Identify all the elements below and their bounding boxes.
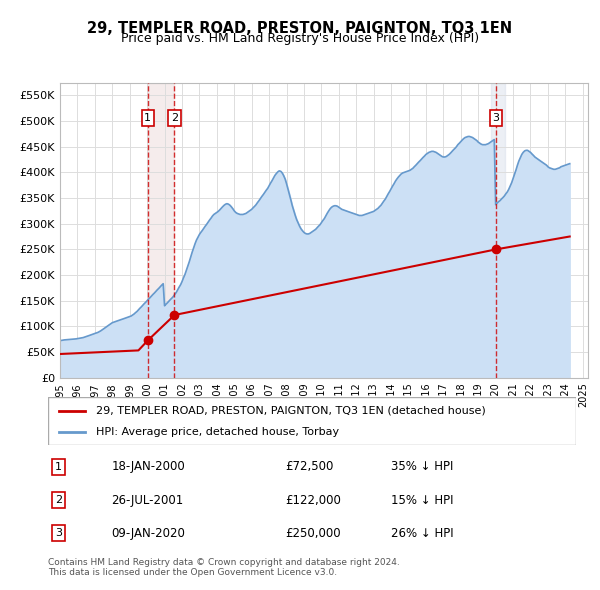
Text: 26-JUL-2001: 26-JUL-2001	[112, 493, 184, 507]
Text: 15% ↓ HPI: 15% ↓ HPI	[391, 493, 454, 507]
Text: 09-JAN-2020: 09-JAN-2020	[112, 526, 185, 540]
Text: HPI: Average price, detached house, Torbay: HPI: Average price, detached house, Torb…	[95, 427, 338, 437]
Text: 3: 3	[493, 113, 500, 123]
Text: £72,500: £72,500	[286, 460, 334, 474]
Text: 18-JAN-2000: 18-JAN-2000	[112, 460, 185, 474]
Text: 1: 1	[55, 462, 62, 472]
Text: 26% ↓ HPI: 26% ↓ HPI	[391, 526, 454, 540]
Bar	[148, 83, 175, 378]
Text: £250,000: £250,000	[286, 526, 341, 540]
Text: 29, TEMPLER ROAD, PRESTON, PAIGNTON, TQ3 1EN: 29, TEMPLER ROAD, PRESTON, PAIGNTON, TQ3…	[88, 21, 512, 35]
Text: £122,000: £122,000	[286, 493, 341, 507]
Text: Contains HM Land Registry data © Crown copyright and database right 2024.
This d: Contains HM Land Registry data © Crown c…	[48, 558, 400, 577]
Text: Price paid vs. HM Land Registry's House Price Index (HPI): Price paid vs. HM Land Registry's House …	[121, 32, 479, 45]
Text: 3: 3	[55, 528, 62, 538]
Text: 2: 2	[55, 495, 62, 505]
Text: 2: 2	[171, 113, 178, 123]
Text: 1: 1	[145, 113, 151, 123]
FancyBboxPatch shape	[48, 397, 576, 445]
Text: 35% ↓ HPI: 35% ↓ HPI	[391, 460, 454, 474]
Text: 29, TEMPLER ROAD, PRESTON, PAIGNTON, TQ3 1EN (detached house): 29, TEMPLER ROAD, PRESTON, PAIGNTON, TQ3…	[95, 405, 485, 415]
Bar	[491, 83, 505, 378]
